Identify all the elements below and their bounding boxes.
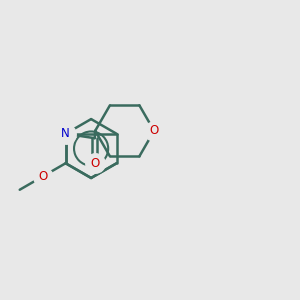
Text: O: O bbox=[90, 157, 99, 170]
Text: O: O bbox=[38, 170, 47, 183]
Text: N: N bbox=[61, 127, 70, 140]
Text: O: O bbox=[149, 124, 159, 137]
